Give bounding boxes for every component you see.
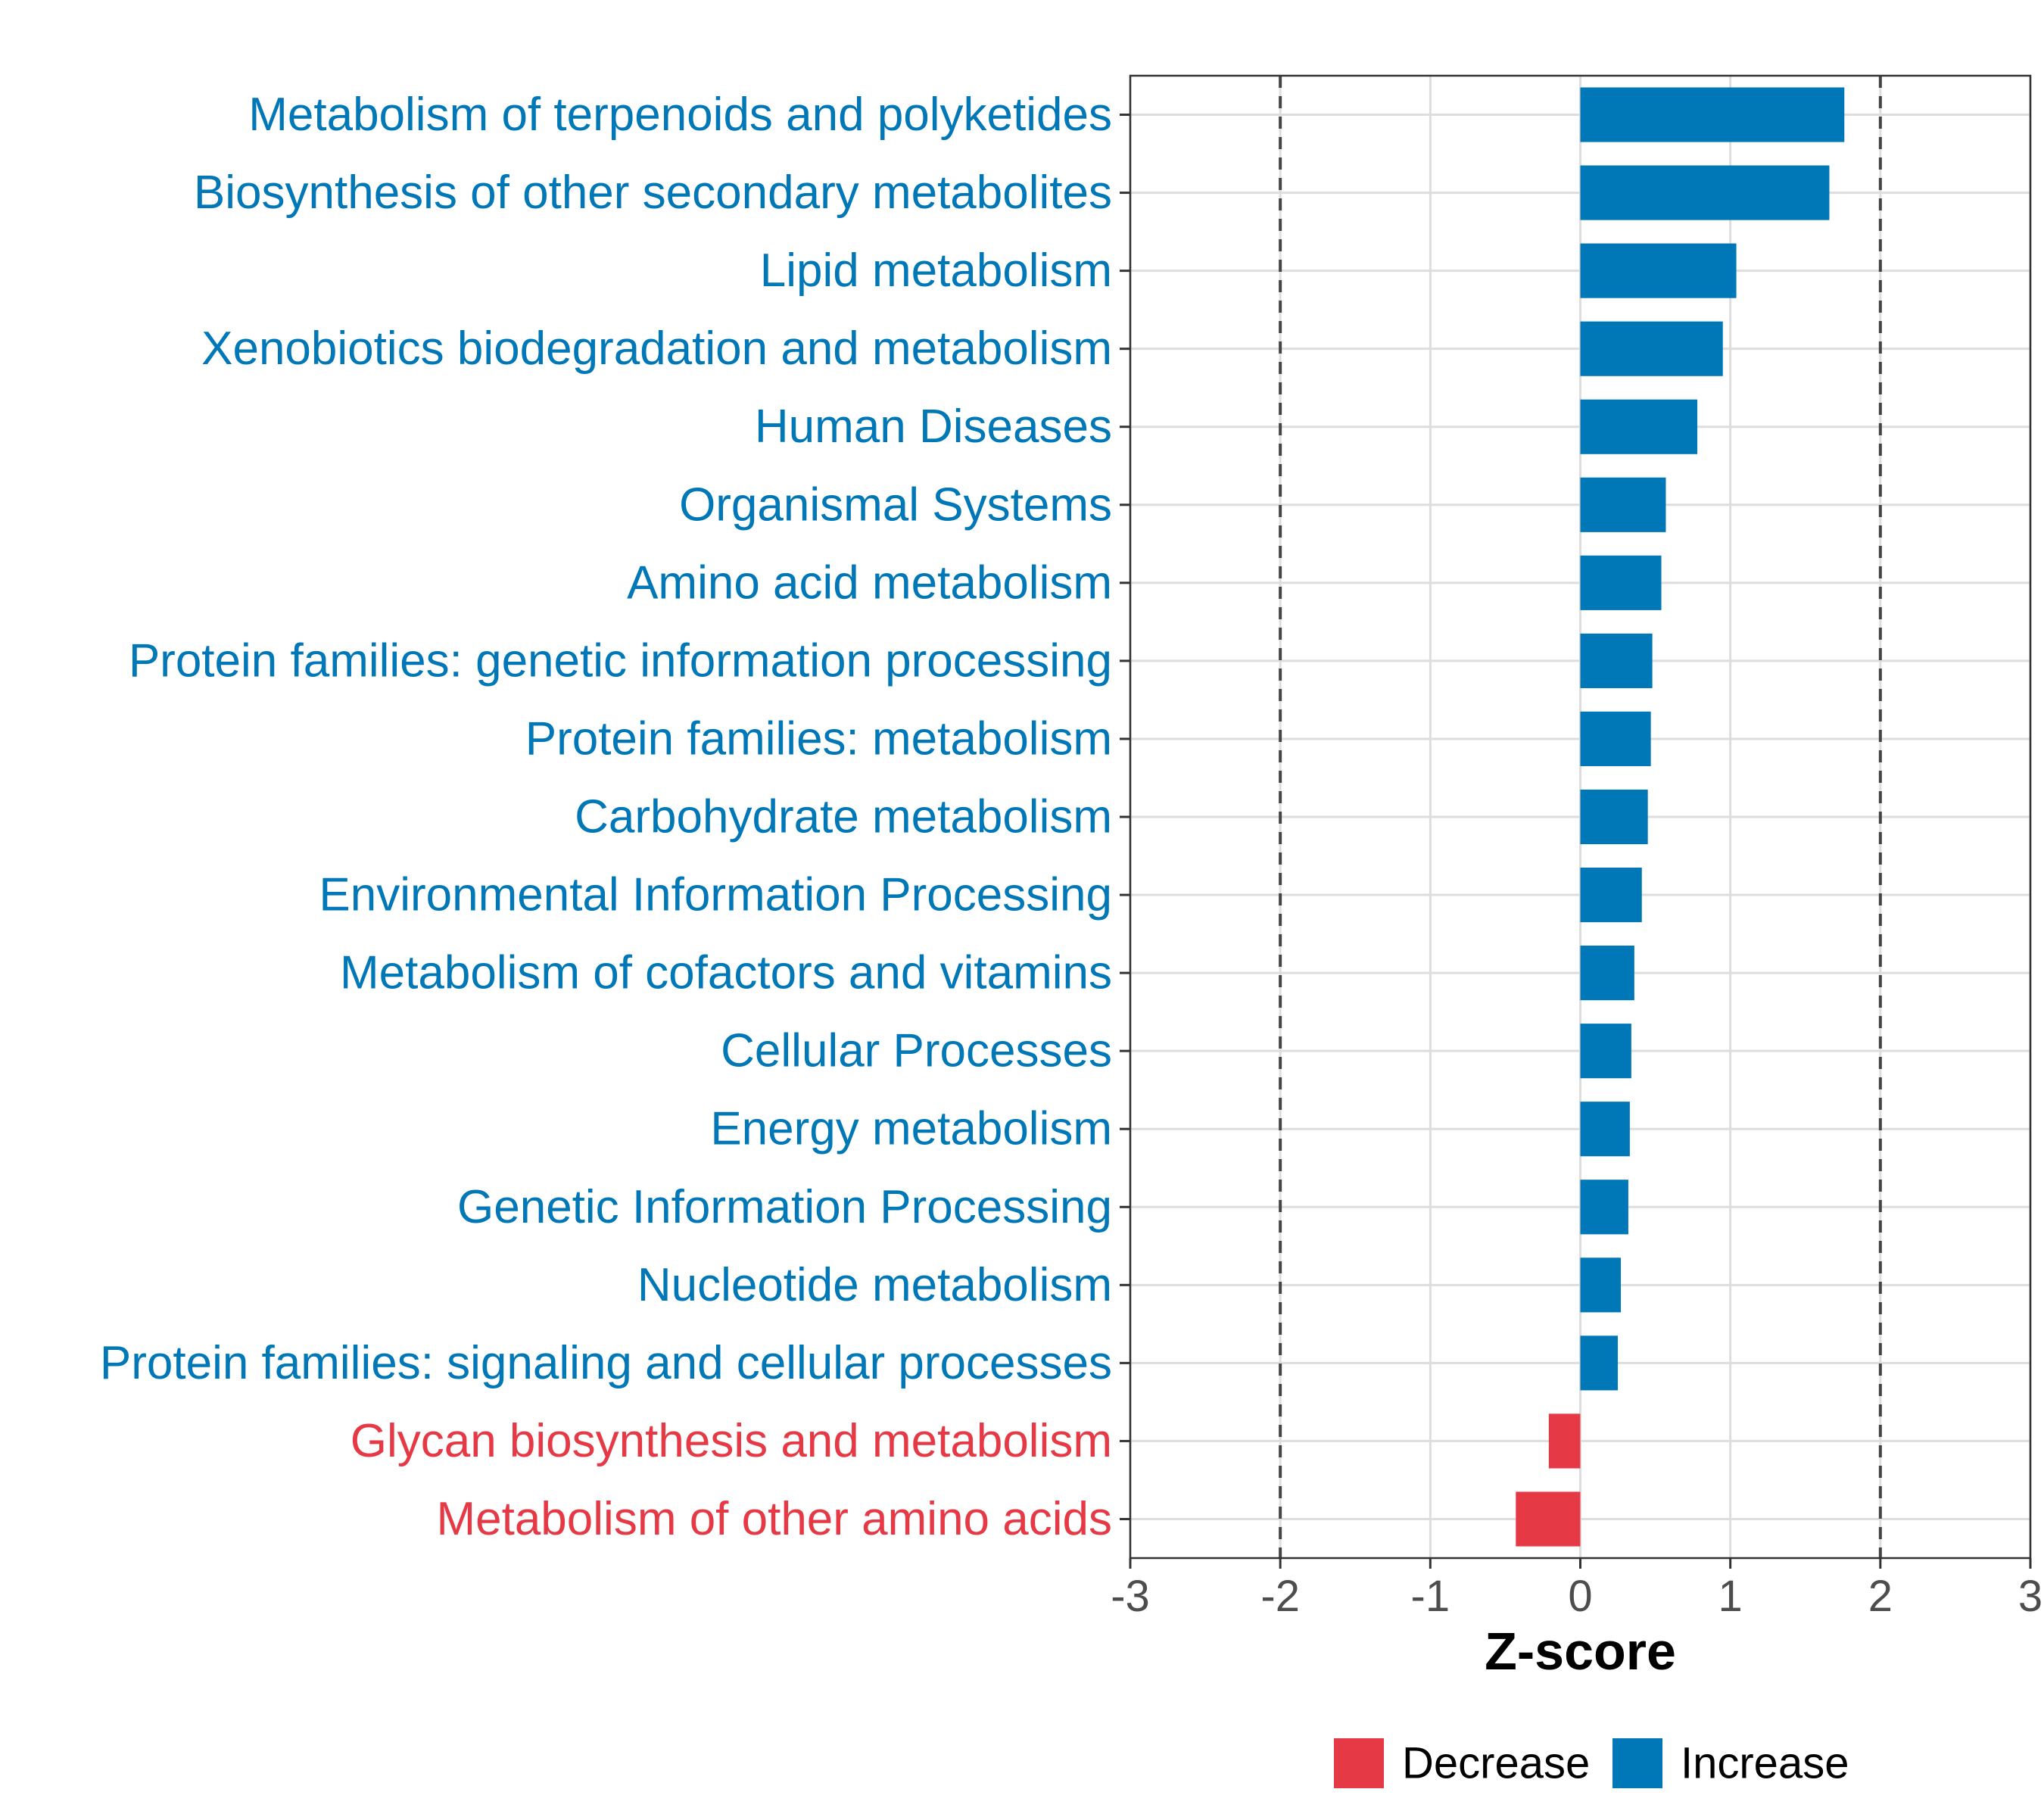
category-label: Carbohydrate metabolism	[575, 791, 1112, 843]
category-label: Protein families: signaling and cellular…	[100, 1337, 1112, 1389]
legend-swatch	[1612, 1738, 1662, 1788]
category-label: Metabolism of other amino acids	[436, 1493, 1112, 1545]
bar	[1580, 1024, 1631, 1079]
x-tick-label: -3	[1111, 1572, 1150, 1621]
bar	[1580, 946, 1634, 1001]
category-label: Amino acid metabolism	[627, 556, 1112, 609]
category-label: Protein families: genetic information pr…	[129, 634, 1112, 687]
x-tick-label: 1	[1718, 1572, 1743, 1621]
bar	[1580, 165, 1830, 220]
category-labels: Metabolism of terpenoids and polyketides…	[100, 89, 1130, 1545]
category-label: Organismal Systems	[679, 478, 1112, 531]
bar	[1580, 867, 1642, 923]
bar	[1580, 711, 1651, 767]
x-tick-label: 3	[2018, 1572, 2042, 1621]
legend-label: Decrease	[1402, 1739, 1590, 1788]
bar	[1580, 87, 1845, 142]
category-label: Energy metabolism	[710, 1103, 1112, 1155]
bar	[1548, 1413, 1581, 1469]
x-axis-ticks: -3 -2 -1 0 1 2 3	[1111, 1558, 2042, 1621]
legend-label: Increase	[1681, 1739, 1849, 1788]
category-label: Nucleotide metabolism	[637, 1259, 1112, 1311]
category-label: Environmental Information Processing	[319, 869, 1112, 921]
bar	[1580, 399, 1698, 454]
x-axis-title: Z-score	[1485, 1622, 1676, 1681]
bar	[1580, 321, 1723, 376]
category-label: Human Diseases	[755, 400, 1112, 453]
bar	[1580, 1335, 1619, 1391]
category-label: Protein families: metabolism	[525, 712, 1112, 765]
bar	[1580, 555, 1662, 610]
category-label: Cellular Processes	[721, 1025, 1112, 1077]
reference-lines	[1279, 76, 1882, 1558]
category-label: Genetic Information Processing	[457, 1181, 1112, 1233]
category-label: Biosynthesis of other secondary metaboli…	[194, 167, 1112, 219]
legend-swatch	[1334, 1738, 1384, 1788]
x-tick-label: -2	[1260, 1572, 1300, 1621]
bar	[1580, 633, 1653, 688]
bar	[1580, 1102, 1630, 1157]
category-label: Glycan biosynthesis and metabolism	[351, 1415, 1112, 1467]
bars	[1516, 87, 1845, 1547]
category-label: Metabolism of cofactors and vitamins	[340, 947, 1112, 999]
bar	[1580, 789, 1648, 845]
x-tick-label: -1	[1411, 1572, 1450, 1621]
category-label: Metabolism of terpenoids and polyketides	[248, 89, 1112, 141]
bar	[1580, 477, 1666, 532]
x-tick-label: 0	[1568, 1572, 1592, 1621]
bar	[1580, 1258, 1622, 1313]
bar	[1580, 243, 1737, 298]
x-tick-label: 2	[1868, 1572, 1893, 1621]
category-label: Xenobiotics biodegradation and metabolis…	[201, 323, 1112, 375]
bar	[1516, 1491, 1581, 1547]
legend: Decrease Increase	[1334, 1738, 1849, 1788]
bar	[1580, 1180, 1628, 1235]
category-label: Lipid metabolism	[760, 245, 1112, 297]
